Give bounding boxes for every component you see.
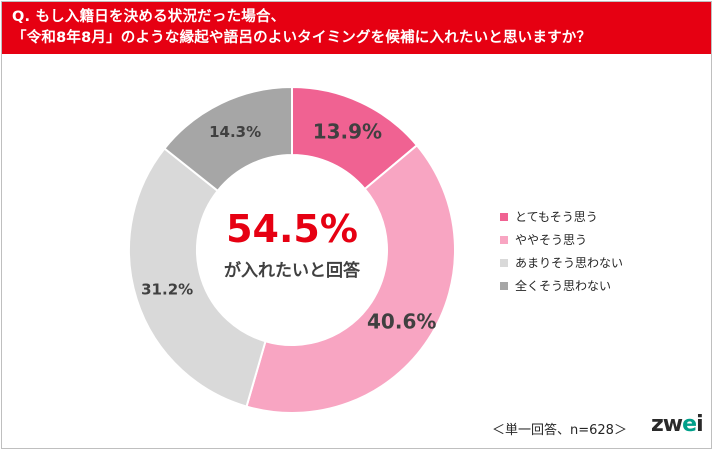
legend-swatch-4	[500, 281, 508, 290]
question-line-1: Q. もし入籍日を決める状況だった場合、	[12, 9, 286, 25]
legend-label-1: とてもそう思う	[515, 210, 598, 224]
legend-swatch-3	[500, 258, 508, 267]
legend-item-2: ややそう思う	[500, 228, 623, 251]
footnote: ＜単一回答、n=628＞	[492, 423, 627, 438]
question-line-2: 「令和8年8月」のような縁起や語呂のよいタイミングを候補に入れたいと思いますか？	[12, 30, 592, 46]
slice-label-3: 31.2%	[141, 281, 193, 299]
question-header: Q. もし入籍日を決める状況だった場合、 「令和8年8月」のような縁起や語呂のよ…	[2, 2, 711, 54]
legend-item-1: とてもそう思う	[500, 205, 623, 228]
center-label: が入れたいと回答	[224, 261, 360, 281]
legend-label-4: 全くそう思わない	[515, 279, 612, 293]
slice-label-1: 13.9%	[313, 119, 382, 143]
slice-label-2: 40.6%	[367, 310, 436, 334]
zwei-logo: zwei	[651, 412, 704, 437]
legend-swatch-2	[500, 235, 508, 244]
legend-label-3: あまりそう思わない	[515, 256, 624, 270]
legend-item-3: あまりそう思わない	[500, 251, 623, 274]
legend-item-4: 全くそう思わない	[500, 274, 623, 297]
center-value: 54.5%	[226, 207, 358, 251]
slice-4	[163, 85, 293, 193]
slice-2	[245, 143, 456, 414]
slice-label-4: 14.3%	[209, 123, 261, 141]
legend: とてもそう思う ややそう思う あまりそう思わない 全くそう思わない	[500, 205, 623, 297]
slice-3	[128, 147, 267, 408]
donut-chart: 13.9% 40.6% 31.2% 14.3%	[128, 85, 456, 414]
legend-label-2: ややそう思う	[515, 233, 588, 247]
legend-swatch-1	[500, 212, 508, 221]
